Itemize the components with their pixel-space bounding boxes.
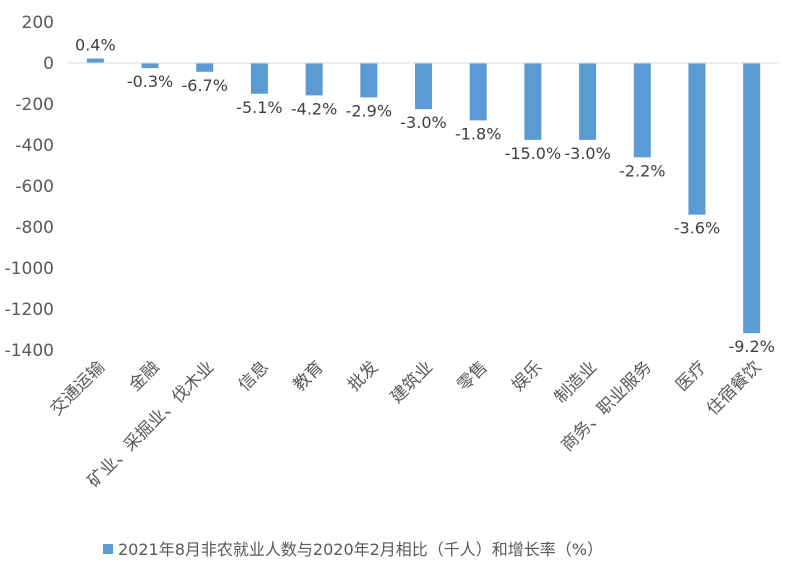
bar xyxy=(633,63,651,158)
category-label: 教育 xyxy=(289,357,327,395)
bar xyxy=(305,63,323,96)
category-label: 交通运输 xyxy=(47,357,109,419)
bar xyxy=(86,58,104,63)
y-tick-label: -200 xyxy=(15,95,54,115)
data-label: -9.2% xyxy=(728,337,774,356)
bar xyxy=(250,63,268,94)
bar-series xyxy=(86,58,761,334)
bar xyxy=(469,63,487,121)
category-label: 制造业 xyxy=(551,357,601,407)
y-tick-label: -1400 xyxy=(5,341,54,361)
data-label: -0.3% xyxy=(127,72,173,91)
data-label: 0.4% xyxy=(75,35,116,54)
bar xyxy=(579,63,597,140)
y-tick-label: -1200 xyxy=(5,300,54,320)
category-label: 医疗 xyxy=(672,357,710,395)
bar xyxy=(743,63,761,334)
data-label: -2.9% xyxy=(346,101,392,120)
category-label: 批发 xyxy=(344,357,382,395)
bar xyxy=(360,63,378,98)
legend: 2021年8月非农就业人数与2020年2月相比（千人）和增长率（%） xyxy=(103,540,603,559)
data-label: -3.0% xyxy=(564,144,610,163)
y-tick-label: -800 xyxy=(15,218,54,238)
y-axis: 200 0 -200 -400 -600 -800 -1000 -1200 -1400 xyxy=(5,13,54,361)
data-label: -1.8% xyxy=(455,124,501,143)
category-labels: 交通运输 金融矿业、采掘业、伐木业 信息 教育 批发 建筑业 零售 娱乐 制造业商务、职业服务医… xyxy=(47,357,766,491)
category-label: 建筑业 xyxy=(387,357,437,407)
data-label: -6.7% xyxy=(182,76,228,95)
data-label: -2.2% xyxy=(619,161,665,180)
category-label: 信息 xyxy=(235,357,273,395)
data-label: -15.0% xyxy=(505,144,562,163)
data-label: -4.2% xyxy=(291,99,337,118)
legend-swatch xyxy=(103,544,113,554)
y-tick-label: -1000 xyxy=(5,259,54,279)
category-label: 零售 xyxy=(454,357,492,395)
data-label: -5.1% xyxy=(236,98,282,117)
bar xyxy=(415,63,432,110)
bar xyxy=(524,63,542,140)
data-labels: 0.4%-0.3% -6.7%-5.1% -4.2% -2.9%-3.0%-1.8%-… xyxy=(75,35,775,356)
y-tick-label: -600 xyxy=(15,177,54,197)
data-label: -3.0% xyxy=(400,113,446,132)
y-tick-label: 200 xyxy=(22,13,54,33)
category-label: 娱乐 xyxy=(508,357,546,395)
bar xyxy=(688,63,706,215)
y-tick-label: -400 xyxy=(15,136,54,156)
data-label: -3.6% xyxy=(674,219,720,238)
category-label: 金融 xyxy=(125,357,163,395)
legend-label: 2021年8月非农就业人数与2020年2月相比（千人）和增长率（%） xyxy=(118,540,603,559)
category-label: 住宿餐饮 xyxy=(703,357,765,419)
y-tick-label: 0 xyxy=(43,54,54,74)
bar xyxy=(141,63,159,69)
bar xyxy=(196,63,214,72)
